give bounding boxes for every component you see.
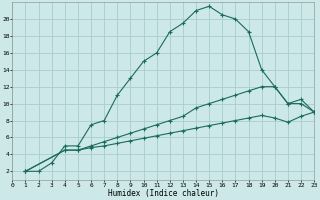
X-axis label: Humidex (Indice chaleur): Humidex (Indice chaleur): [108, 189, 219, 198]
